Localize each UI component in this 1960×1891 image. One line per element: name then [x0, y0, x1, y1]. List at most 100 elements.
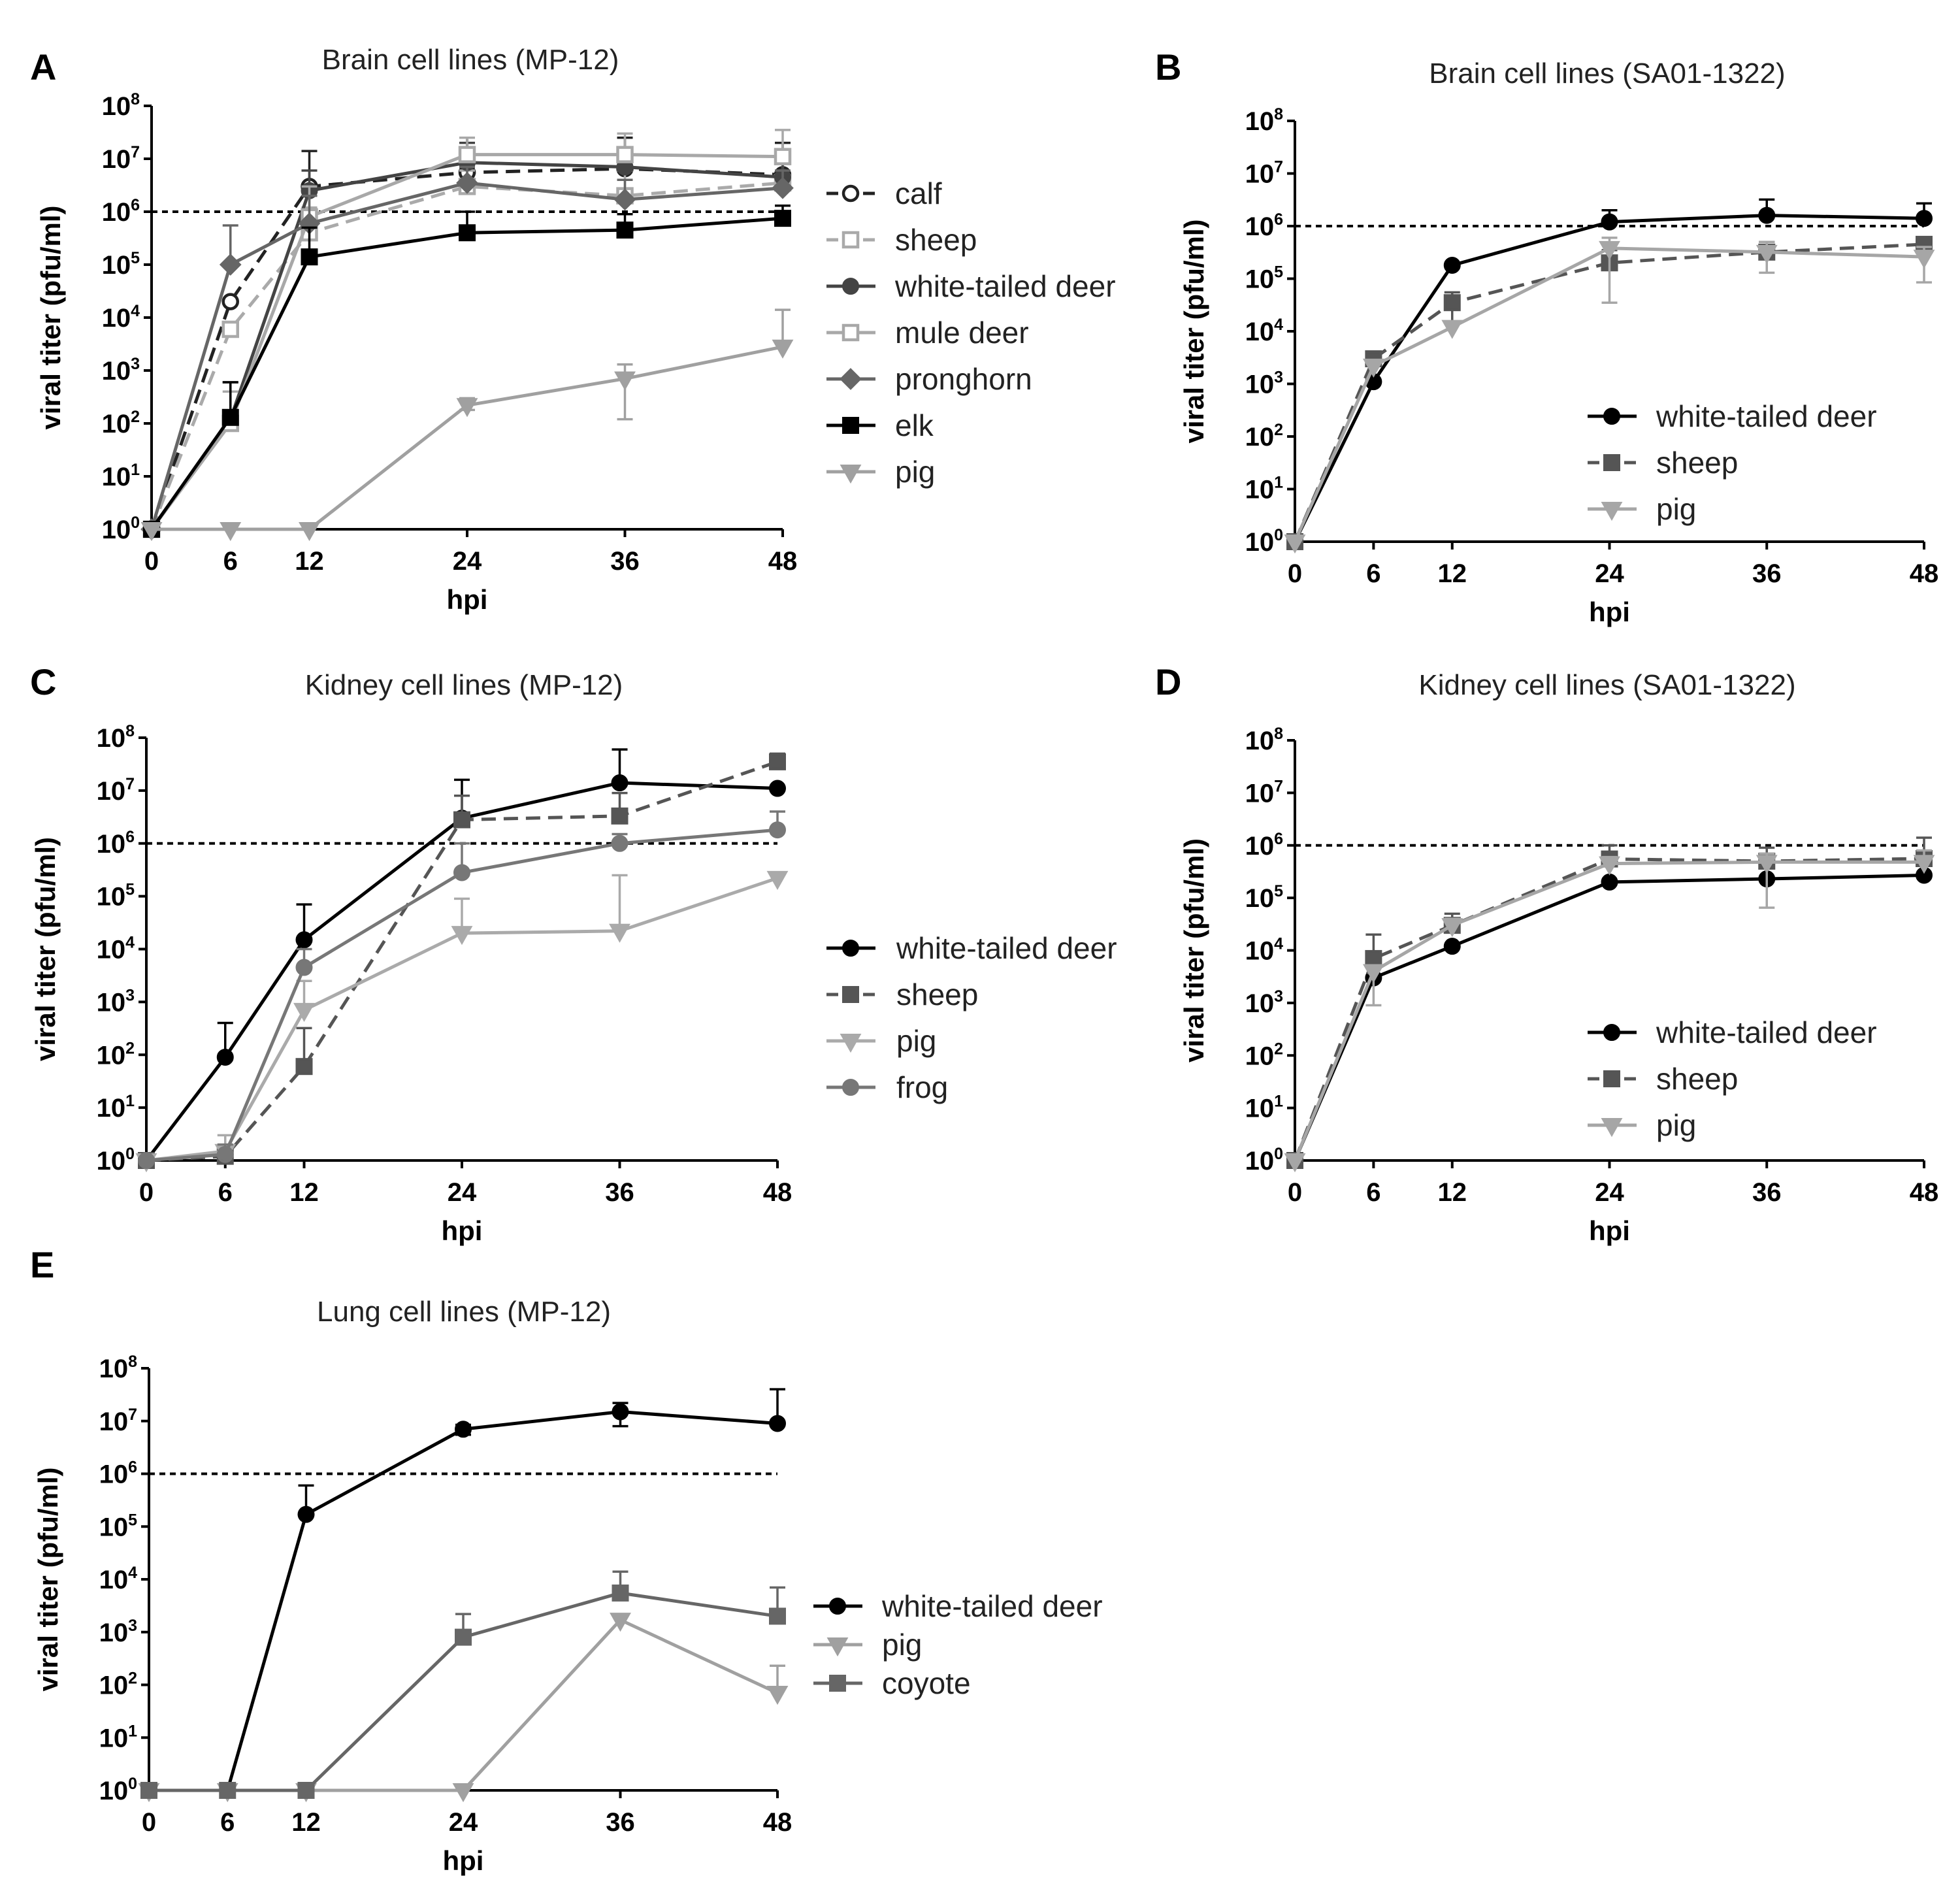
- legend-label: white-tailed deer: [881, 1589, 1103, 1623]
- legend-item: white-tailed deer: [1588, 1015, 1877, 1049]
- x-axis-title: hpi: [447, 584, 488, 615]
- legend-item: pronghorn: [826, 362, 1032, 396]
- legend-marker: [840, 465, 862, 484]
- panel-letter: D: [1155, 661, 1181, 702]
- series-line: [146, 828, 778, 1162]
- legend-marker: [829, 1675, 846, 1692]
- y-tick-label: 107: [102, 143, 140, 174]
- series-white-tailed-deer: [140, 1388, 786, 1799]
- panel-title: Lung cell lines (MP-12): [317, 1296, 611, 1328]
- data-point: [453, 864, 470, 881]
- legend-marker: [840, 1034, 862, 1053]
- x-tick-label: 0: [144, 547, 159, 576]
- legend-marker: [842, 1079, 859, 1096]
- data-point: [769, 1607, 786, 1625]
- data-point: [1362, 358, 1384, 378]
- series-line: [1293, 214, 1925, 543]
- y-tick-label: 100: [99, 1775, 137, 1805]
- x-axis-title: hpi: [1589, 1215, 1630, 1246]
- y-tick-label: 100: [1245, 526, 1283, 557]
- x-tick-label: 12: [289, 1178, 319, 1207]
- y-tick-label: 103: [97, 986, 135, 1017]
- x-tick-label: 36: [606, 1808, 635, 1837]
- legend-label: pig: [895, 455, 935, 489]
- x-tick-label: 6: [223, 547, 238, 576]
- series-line: [1293, 860, 1924, 1161]
- legend-item: pig: [1588, 1108, 1696, 1142]
- y-tick-label: 106: [1245, 210, 1283, 241]
- panel-title: Brain cell lines (SA01-1322): [1429, 58, 1785, 90]
- y-tick-label: 105: [1245, 263, 1284, 294]
- legend-marker: [841, 184, 860, 203]
- data-point: [1443, 938, 1461, 955]
- y-tick-label: 107: [1245, 777, 1283, 808]
- legend-item: elk: [826, 408, 934, 442]
- y-axis-title: viral titer (pfu/ml): [1179, 838, 1209, 1062]
- legend-item: sheep: [1588, 1062, 1738, 1096]
- legend-item: frog: [826, 1070, 948, 1104]
- x-tick-label: 6: [1366, 1178, 1380, 1207]
- data-point: [1443, 256, 1461, 274]
- y-tick-label: 103: [1245, 369, 1283, 399]
- legend-label: sheep: [1656, 446, 1738, 480]
- y-tick-label: 102: [1245, 421, 1283, 452]
- data-point: [140, 522, 163, 542]
- data-point: [293, 1002, 315, 1022]
- y-tick-label: 107: [99, 1406, 137, 1436]
- data-point: [455, 1421, 472, 1438]
- series-line: [1293, 873, 1925, 1161]
- y-tick-label: 102: [102, 408, 140, 438]
- y-tick-label: 103: [99, 1617, 137, 1647]
- x-tick-label: 48: [1910, 1178, 1939, 1207]
- series-pig: [1284, 849, 1935, 1173]
- series-line: [149, 1591, 778, 1792]
- x-tick-label: 12: [291, 1808, 321, 1837]
- legend-marker: [842, 278, 859, 295]
- panel-b: B Brain cell lines (SA01-1322) 100 101 102 10…: [1155, 46, 1938, 627]
- series-white-tailed-deer: [143, 141, 791, 538]
- x-tick-label: 48: [763, 1808, 792, 1837]
- panel-letter: A: [30, 46, 56, 88]
- x-tick-label: 0: [139, 1178, 154, 1207]
- y-tick-label: 101: [1245, 1093, 1284, 1123]
- y-tick-label: 101: [99, 1722, 138, 1752]
- y-tick-label: 103: [102, 355, 140, 386]
- data-point: [769, 753, 786, 770]
- x-tick-label: 12: [1438, 559, 1467, 588]
- legend-label: white-tailed deer: [894, 269, 1116, 303]
- panel-letter: E: [30, 1244, 54, 1285]
- x-axis-title: hpi: [442, 1215, 483, 1246]
- x-tick-label: 12: [1438, 1178, 1467, 1207]
- y-tick-label: 105: [102, 249, 140, 280]
- data-point: [1756, 855, 1778, 874]
- data-point: [614, 371, 636, 391]
- data-point: [1365, 949, 1382, 967]
- data-point: [616, 146, 634, 163]
- legend-item: pig: [826, 455, 935, 489]
- legend-marker: [841, 323, 860, 342]
- series-pig: [135, 870, 789, 1173]
- y-tick-label: 104: [97, 934, 135, 964]
- data-point: [456, 172, 478, 194]
- data-point: [301, 248, 318, 266]
- series-line: [150, 153, 783, 531]
- x-tick-label: 24: [1595, 559, 1624, 588]
- y-tick-label: 100: [97, 1145, 135, 1176]
- legend-label: coyote: [882, 1666, 971, 1700]
- legend-label: sheep: [896, 978, 978, 1011]
- data-point: [455, 1628, 472, 1646]
- data-point: [1758, 206, 1776, 224]
- data-point: [612, 1403, 629, 1421]
- data-point: [766, 870, 789, 890]
- series-line: [146, 760, 778, 1162]
- data-point: [1441, 918, 1463, 938]
- series-line: [150, 216, 783, 531]
- data-point: [1913, 250, 1935, 269]
- data-point: [452, 1783, 474, 1803]
- y-tick-label: 106: [99, 1458, 137, 1489]
- legend-label: calf: [895, 176, 942, 210]
- data-point: [216, 1145, 234, 1163]
- y-tick-label: 104: [1245, 935, 1284, 966]
- legend-label: sheep: [895, 223, 977, 257]
- legend-item: calf: [826, 176, 942, 210]
